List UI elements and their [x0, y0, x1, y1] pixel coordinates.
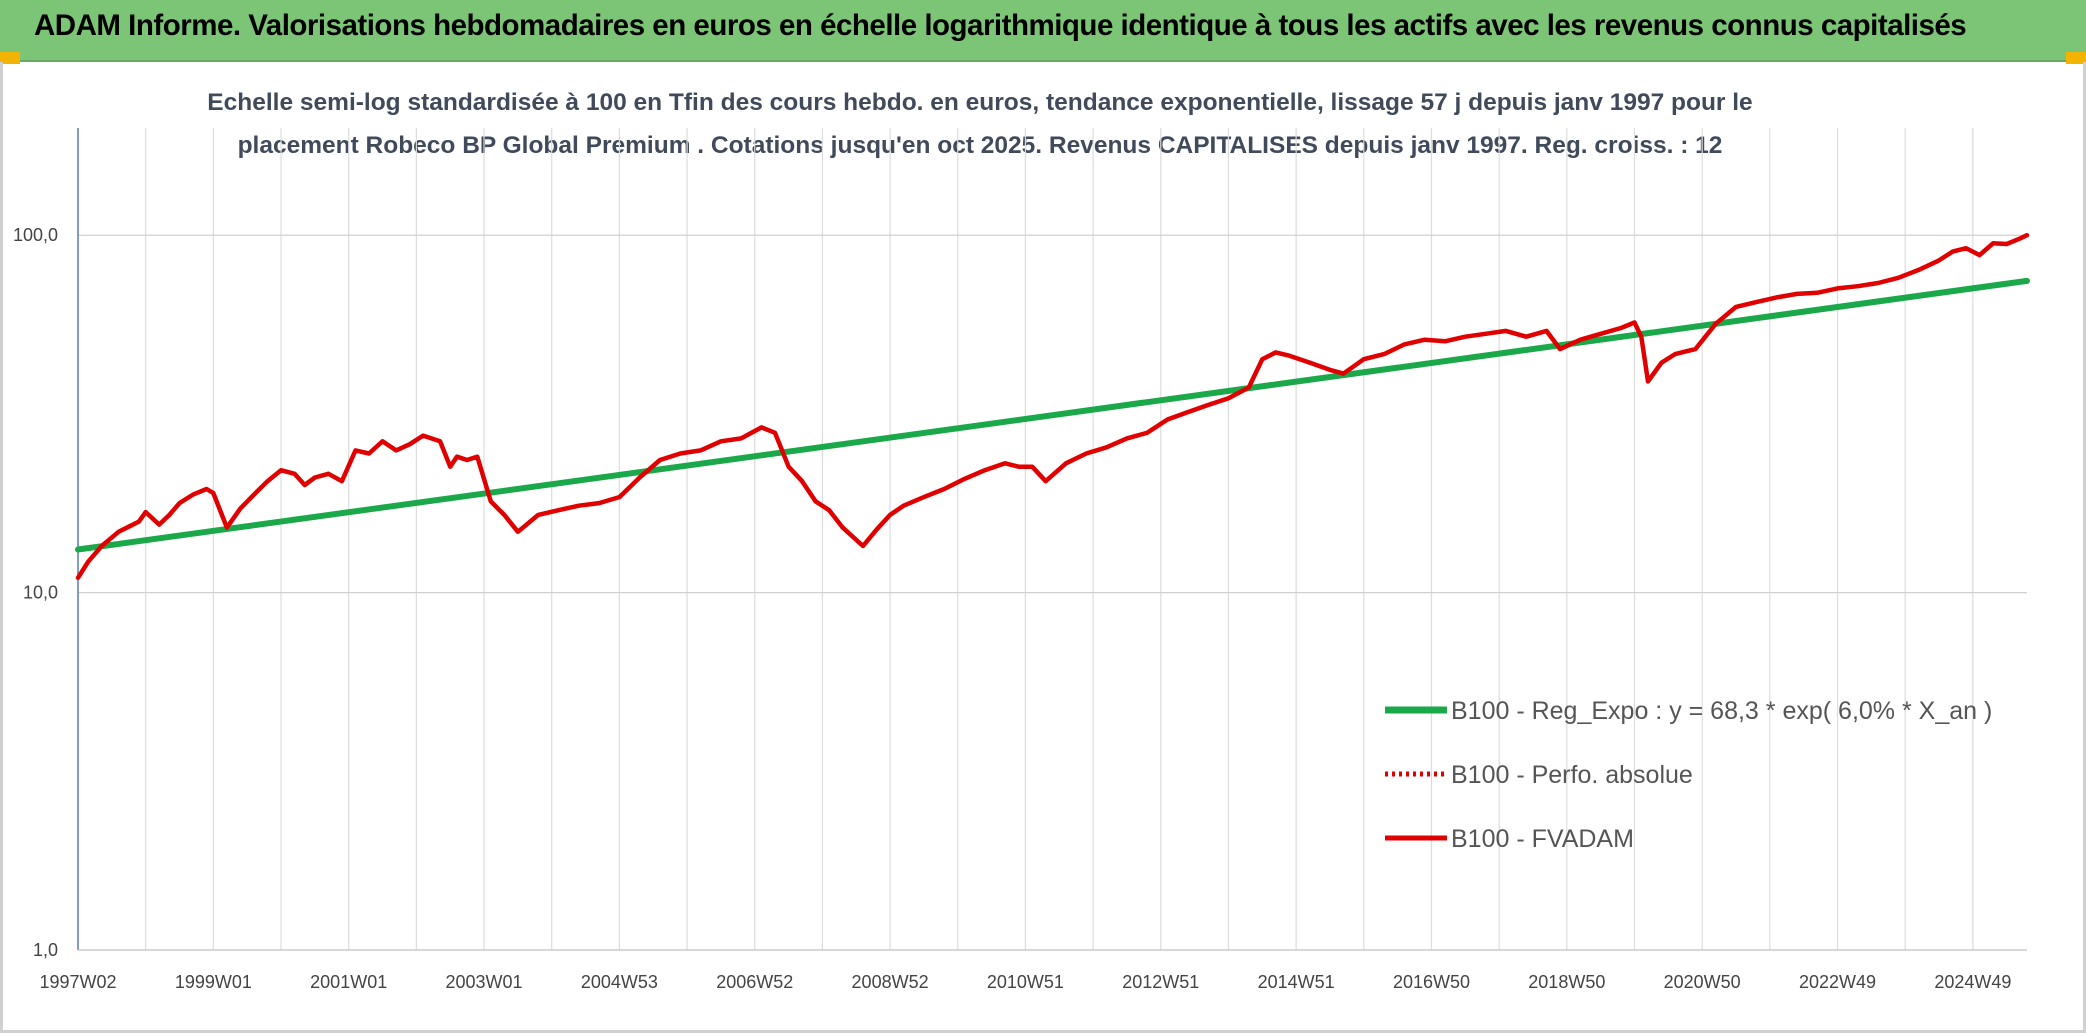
report-banner: ADAM Informe. Valorisations hebdomadaire…: [0, 0, 2086, 62]
y-tick-label: 100,0: [13, 225, 58, 245]
y-tick-label: 1,0: [33, 940, 58, 960]
chart-frame: [0, 62, 2086, 1033]
x-tick-label: 2010W51: [987, 972, 1064, 992]
chart-title-line-1: Echelle semi-log standardisée à 100 en T…: [207, 89, 1753, 116]
legend-label-3: B100 - FVADAM: [1451, 825, 1634, 853]
x-tick-label: 2008W52: [852, 972, 929, 992]
x-tick-label: 2012W51: [1122, 972, 1199, 992]
legend-label-1: B100 - Reg_Expo : y = 68,3 * exp( 6,0% *…: [1451, 697, 1992, 725]
x-tick-label: 2016W50: [1393, 972, 1470, 992]
x-tick-label: 2014W51: [1258, 972, 1335, 992]
report-title: ADAM Informe. Valorisations hebdomadaire…: [34, 9, 1967, 42]
x-tick-label: 2022W49: [1799, 972, 1876, 992]
chart-title-line-2: placement Robeco BP Global Premium . Cot…: [237, 132, 1723, 159]
x-tick-label: 1997W02: [39, 972, 116, 992]
series-line-1: [75, 277, 2030, 553]
y-tick-label: 10,0: [23, 583, 58, 603]
x-tick-label: 2006W52: [716, 972, 793, 992]
corner-mark-right: [2066, 52, 2086, 64]
x-tick-label: 2020W50: [1664, 972, 1741, 992]
x-tick-label: 2001W01: [310, 972, 387, 992]
x-tick-label: 2024W49: [1934, 972, 2011, 992]
x-tick-label: 2004W53: [581, 972, 658, 992]
x-tick-label: 2003W01: [446, 972, 523, 992]
corner-mark-left: [0, 52, 20, 64]
legend-label-2: B100 - Perfo. absolue: [1451, 761, 1693, 789]
x-tick-label: 2018W50: [1528, 972, 1605, 992]
x-tick-label: 1999W01: [175, 972, 252, 992]
series-line-3: [75, 232, 2030, 581]
